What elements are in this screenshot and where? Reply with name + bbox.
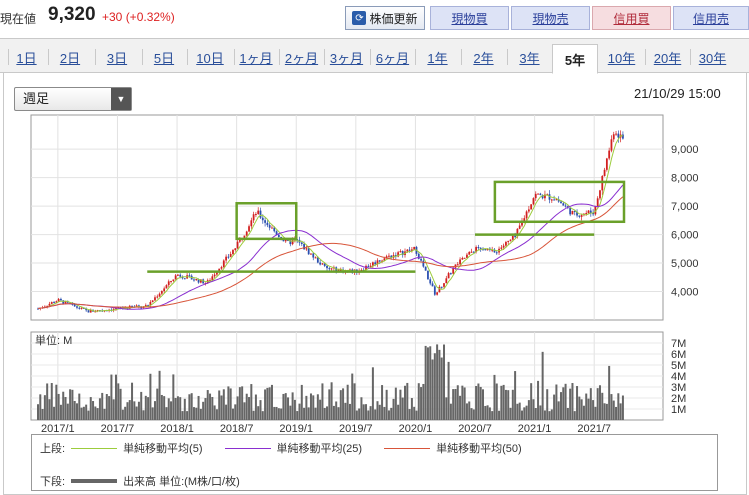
quote-header: 現在値 9,320 +30 (+0.32%) ⟳ 株価更新 現物買 現物売 信用… xyxy=(0,0,749,34)
margin-sell-button[interactable]: 信用売 xyxy=(673,6,749,30)
tab-10y[interactable]: 10年 xyxy=(607,50,636,66)
tab-3m[interactable]: 3ヶ月 xyxy=(324,45,369,69)
cash-buy-button[interactable]: 現物買 xyxy=(430,6,509,30)
current-price: 9,320 xyxy=(48,4,96,25)
tab-2y[interactable]: 2年 xyxy=(461,45,506,69)
legend-ma25: 単純移動平均(25) xyxy=(276,443,363,455)
legend-volume-swatch xyxy=(71,479,118,483)
interval-select-value: 週足 xyxy=(23,91,50,106)
legend-ma25-swatch xyxy=(224,447,271,449)
refresh-label: 株価更新 xyxy=(369,11,418,26)
refresh-price-button[interactable]: ⟳ 株価更新 xyxy=(345,6,425,30)
chart-panel xyxy=(3,73,747,495)
chart-timestamp: 21/10/29 15:00 xyxy=(634,86,721,101)
refresh-icon: ⟳ xyxy=(352,11,367,25)
period-tabs: 1日 2日 3日 5日 10日 1ヶ月 2ヶ月 3ヶ月 6ヶ月 1年 2年 3年… xyxy=(0,38,749,74)
margin-buy-button[interactable]: 信用買 xyxy=(592,6,671,30)
cash-sell-button[interactable]: 現物売 xyxy=(511,6,590,30)
legend-ma50-swatch xyxy=(384,447,431,449)
tab-1m[interactable]: 1ヶ月 xyxy=(234,45,278,69)
tab-2d[interactable]: 2日 xyxy=(48,45,92,69)
legend-volume: 出来高 単位:(M株/口/枚) xyxy=(123,476,240,488)
tab-2m[interactable]: 2ヶ月 xyxy=(279,45,324,69)
legend-ma5: 単純移動平均(5) xyxy=(123,443,203,455)
legend-upper-label: 上段: xyxy=(40,443,66,455)
legend-upper-row: 上段: 単純移動平均(5) 単純移動平均(25) 単純移動平均(50) xyxy=(40,440,522,456)
tab-1y[interactable]: 1年 xyxy=(415,45,460,69)
tab-1d[interactable]: 1日 xyxy=(8,45,45,69)
legend-ma50: 単純移動平均(50) xyxy=(436,443,522,455)
legend-lower-row: 下段: 出来高 単位:(M株/口/枚) xyxy=(40,473,240,489)
price-change: +30 (+0.32%) xyxy=(102,10,175,24)
tab-3y[interactable]: 3年 xyxy=(507,45,552,69)
interval-select[interactable]: 週足 ▼ xyxy=(14,87,132,111)
tab-5y[interactable]: 5年 xyxy=(552,44,598,74)
tab-10d[interactable]: 10日 xyxy=(187,45,233,69)
tab-30y[interactable]: 30年 xyxy=(690,45,735,69)
current-price-label: 現在値 xyxy=(0,12,37,26)
legend-lower-label: 下段: xyxy=(40,476,66,488)
tab-5d[interactable]: 5日 xyxy=(142,45,186,69)
tab-20y[interactable]: 20年 xyxy=(645,45,690,69)
tab-6m[interactable]: 6ヶ月 xyxy=(370,45,415,69)
dropdown-arrow-icon: ▼ xyxy=(111,88,131,110)
legend-ma5-swatch xyxy=(71,447,118,449)
tab-3d[interactable]: 3日 xyxy=(95,45,139,69)
chart-legend: 上段: 単純移動平均(5) 単純移動平均(25) 単純移動平均(50) 下段: … xyxy=(31,434,718,491)
